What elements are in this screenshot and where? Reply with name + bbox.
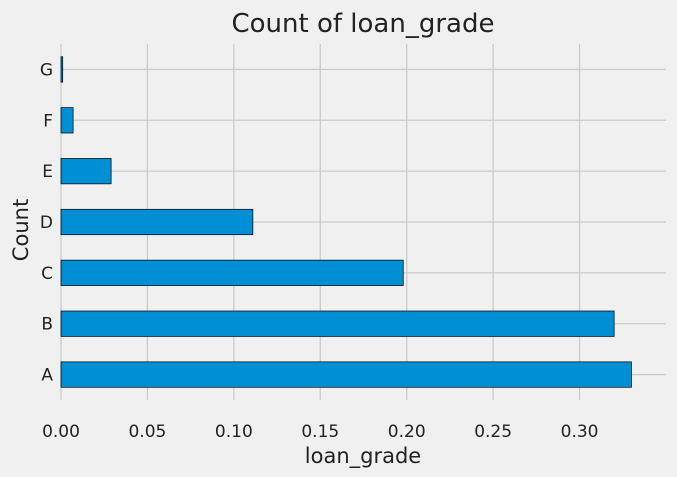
y-tick-label: D [40, 213, 53, 233]
y-tick-label: B [41, 315, 53, 335]
x-tick-label: 0.15 [301, 422, 339, 442]
y-tick-label: F [43, 111, 53, 131]
y-tick-label: E [42, 162, 53, 182]
bar-F [60, 107, 74, 134]
y-tick-label: C [41, 264, 53, 284]
y-axis-label: Count [9, 199, 33, 261]
y-tick-label: G [40, 60, 53, 80]
bar-E [60, 158, 112, 185]
x-tick-label: 0.30 [561, 422, 599, 442]
bars [60, 56, 632, 388]
x-tick-label: 0.00 [42, 422, 80, 442]
x-tick-label: 0.25 [474, 422, 512, 442]
x-axis-ticks: 0.00 0.05 0.10 0.15 0.20 0.25 0.30 [42, 422, 598, 442]
x-tick-label: 0.05 [128, 422, 166, 442]
bar-C [60, 259, 404, 286]
chart-title: Count of loan_grade [232, 9, 495, 39]
x-axis-label: loan_grade [305, 444, 421, 469]
y-tick-label: A [41, 366, 53, 386]
x-tick-label: 0.20 [388, 422, 426, 442]
x-tick-label: 0.10 [215, 422, 253, 442]
bar-G [60, 56, 64, 83]
bar-A [60, 361, 632, 388]
y-axis-ticks: A B C D E F G [40, 60, 54, 385]
bar-B [60, 310, 615, 337]
bar-D [60, 208, 254, 236]
